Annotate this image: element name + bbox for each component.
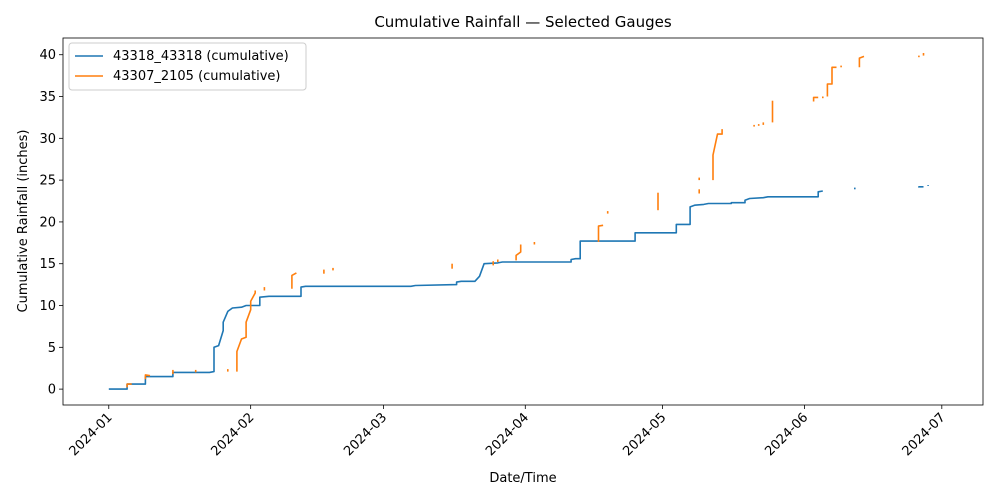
x-tick-label: 2024-04 bbox=[483, 410, 532, 459]
y-tick-label: 20 bbox=[39, 215, 56, 230]
legend-label-series-2: 43307_2105 (cumulative) bbox=[113, 69, 280, 84]
legend-label-series-1: 43318_43318 (cumulative) bbox=[113, 49, 289, 64]
series-2-line-segment bbox=[812, 96, 819, 102]
x-tick-label: 2024-07 bbox=[900, 410, 949, 459]
x-tick-label: 2024-06 bbox=[762, 410, 811, 459]
x-axis: 2024-01 2024-02 2024-03 2024-04 2024-05 2024-… bbox=[67, 405, 949, 459]
y-tick-label: 25 bbox=[39, 174, 56, 189]
y-tick-label: 40 bbox=[39, 48, 56, 63]
series-2-line-segment bbox=[826, 66, 837, 97]
y-tick-label: 30 bbox=[39, 132, 56, 147]
y-tick-label: 0 bbox=[48, 383, 56, 398]
plot-area-frame bbox=[62, 37, 984, 406]
series-2-line-segment bbox=[236, 290, 256, 372]
x-tick-label: 2024-01 bbox=[67, 410, 116, 459]
series-1-line-segment bbox=[108, 190, 823, 390]
y-axis: 0 5 10 15 20 25 30 35 40 bbox=[39, 48, 63, 398]
x-tick-label: 2024-03 bbox=[341, 410, 390, 459]
series-2-line-segment bbox=[515, 244, 522, 261]
y-tick-label: 15 bbox=[39, 257, 56, 272]
plot-marks bbox=[108, 53, 929, 390]
y-tick-label: 35 bbox=[39, 90, 56, 105]
y-tick-label: 10 bbox=[39, 299, 56, 314]
chart-title: Cumulative Rainfall — Selected Gauges bbox=[374, 13, 672, 31]
legend: 43318_43318 (cumulative) 43307_2105 (cum… bbox=[68, 42, 307, 91]
legend-box bbox=[68, 42, 307, 91]
x-tick-label: 2024-02 bbox=[208, 410, 257, 459]
series-2-line-segment bbox=[126, 383, 132, 388]
series-2-line-segment bbox=[712, 129, 723, 181]
series-2-line-segment bbox=[291, 272, 297, 289]
series-2-line-segment bbox=[858, 55, 865, 68]
series-2-line-segment bbox=[144, 374, 151, 380]
x-axis-label: Date/Time bbox=[489, 471, 556, 486]
series-1-line-segment bbox=[918, 186, 924, 188]
x-tick-label: 2024-05 bbox=[620, 410, 669, 459]
series-2-line-segment bbox=[597, 224, 604, 242]
y-tick-label: 5 bbox=[48, 341, 56, 356]
y-axis-label: Cumulative Rainfall (inches) bbox=[16, 130, 31, 313]
